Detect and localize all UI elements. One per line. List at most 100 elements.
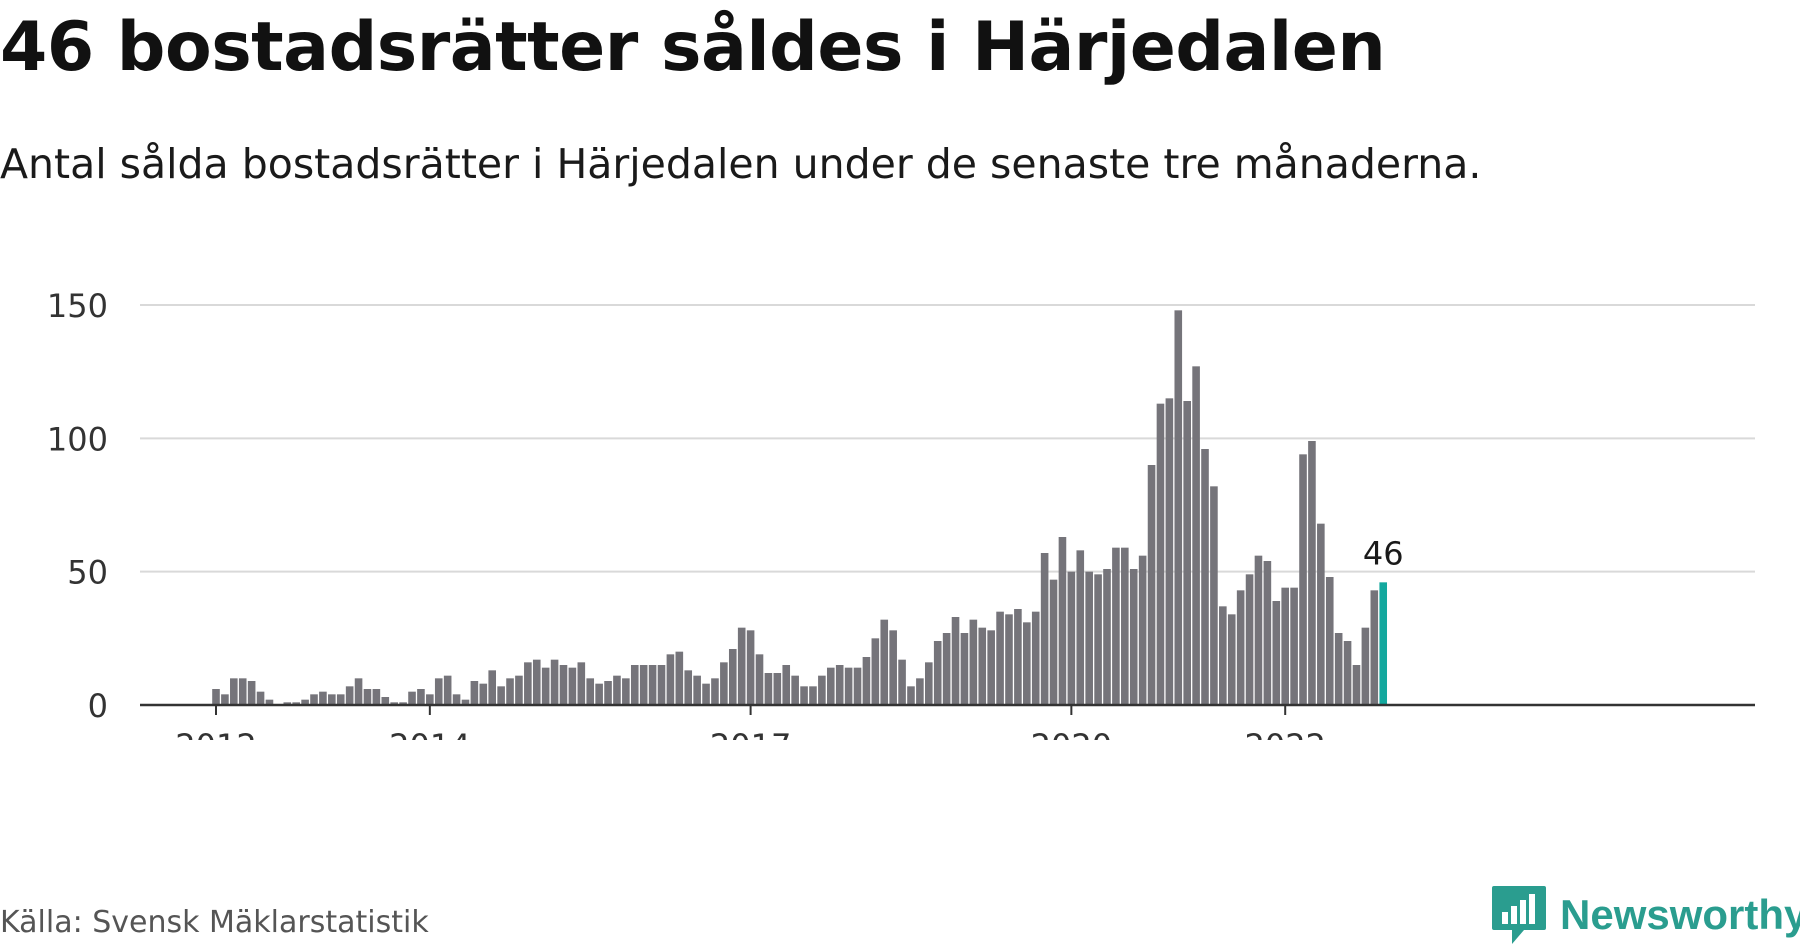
- y-tick-label: 100: [47, 420, 108, 458]
- bar: [1023, 622, 1031, 705]
- bar: [613, 675, 621, 705]
- x-tick-label: 2020: [1031, 727, 1112, 740]
- bar: [470, 681, 479, 705]
- y-axis-labels: 0 50 100 150: [47, 287, 108, 725]
- bar: [1147, 465, 1156, 705]
- bar: [443, 675, 452, 705]
- bar: [1094, 574, 1102, 705]
- bar: [933, 641, 942, 705]
- bar: [702, 683, 710, 705]
- bar: [844, 667, 853, 705]
- bar: [586, 678, 595, 705]
- bar: [657, 665, 666, 705]
- bar: [746, 630, 755, 705]
- bar: [345, 686, 354, 705]
- bar: [1352, 665, 1361, 705]
- bar: [1183, 401, 1191, 705]
- bar: [889, 630, 897, 705]
- bar: [363, 689, 372, 705]
- bar: [1112, 547, 1120, 705]
- bar: [1085, 571, 1093, 705]
- bar: [1290, 587, 1298, 705]
- bar: [666, 654, 675, 705]
- bar: [577, 662, 586, 705]
- bar: [791, 675, 799, 705]
- y-tick-label: 150: [47, 287, 108, 325]
- bar: [639, 665, 648, 705]
- bar: [693, 675, 701, 705]
- chart-title: 46 bostadsrätter såldes i Härjedalen: [0, 8, 1386, 87]
- bar: [1370, 590, 1379, 705]
- bar: [969, 619, 978, 705]
- bar: [1299, 454, 1307, 705]
- bar: [524, 662, 532, 705]
- bar: [479, 683, 488, 705]
- bar: [1192, 366, 1200, 705]
- bar: [1334, 633, 1343, 705]
- bar: [550, 659, 559, 705]
- bar: [1201, 449, 1209, 705]
- bar: [265, 699, 274, 705]
- bar: [452, 694, 461, 705]
- bar: [1067, 571, 1076, 705]
- bar: [737, 627, 746, 705]
- x-tick-label: 2022: [1244, 727, 1325, 740]
- bar: [595, 683, 603, 705]
- bar: [960, 633, 969, 705]
- bar: [987, 630, 995, 705]
- bar: [1174, 310, 1183, 705]
- highlight-value-label: 46: [1363, 534, 1404, 572]
- bar: [898, 659, 906, 705]
- bar-highlight: [1379, 582, 1388, 705]
- bar: [818, 675, 826, 705]
- bar: [728, 649, 737, 705]
- bar: [1236, 590, 1245, 705]
- bar: [1272, 601, 1281, 705]
- bar: [835, 665, 844, 705]
- bar: [328, 694, 336, 705]
- bar: [301, 699, 309, 705]
- bar: [1058, 537, 1067, 705]
- bar: [310, 694, 318, 705]
- bar: [871, 638, 880, 705]
- bar: [319, 691, 327, 705]
- bar: [809, 686, 817, 705]
- bar: [630, 665, 639, 705]
- bar: [256, 691, 265, 705]
- x-tick-label: 2012: [175, 727, 256, 740]
- bar: [1317, 523, 1325, 705]
- x-tick-label: 2017: [710, 727, 791, 740]
- bar: [1263, 561, 1272, 705]
- bar: [907, 686, 915, 705]
- bar: [372, 689, 381, 705]
- bars: [212, 310, 1388, 705]
- y-tick-label: 0: [88, 687, 108, 725]
- bar: [675, 651, 684, 705]
- bar: [434, 678, 443, 705]
- annotations: 46: [1363, 534, 1404, 572]
- bar: [247, 681, 256, 705]
- bar: [390, 702, 398, 705]
- bar: [1165, 398, 1174, 705]
- bar: [782, 665, 791, 705]
- bar: [880, 619, 889, 705]
- bar: [853, 667, 862, 705]
- bar: [506, 678, 514, 705]
- x-axis: [140, 703, 1755, 715]
- bar: [1156, 403, 1165, 705]
- bar: [399, 702, 407, 705]
- bar: [515, 675, 523, 705]
- bar: [230, 678, 238, 705]
- gridlines: [140, 304, 1755, 573]
- brand-name: Newsworthy: [1560, 891, 1800, 938]
- bar: [212, 689, 220, 705]
- bar: [488, 670, 497, 705]
- bar: [1227, 614, 1236, 705]
- bar: [604, 681, 612, 705]
- bar: [568, 667, 577, 705]
- bar: [942, 633, 951, 705]
- bar: [381, 697, 390, 705]
- bar: [862, 657, 871, 705]
- bar: [916, 678, 924, 705]
- bar: [1361, 627, 1370, 705]
